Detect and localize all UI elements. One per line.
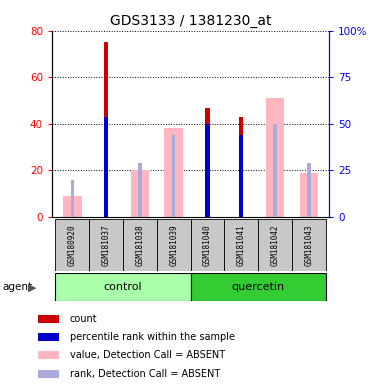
- Bar: [300, 173, 318, 217]
- Bar: [138, 164, 142, 217]
- Text: count: count: [70, 314, 97, 324]
- Bar: [104, 42, 108, 217]
- Bar: [191, 219, 224, 271]
- Text: quercetin: quercetin: [232, 282, 285, 292]
- Bar: [89, 219, 123, 271]
- Text: rank, Detection Call = ABSENT: rank, Detection Call = ABSENT: [70, 369, 220, 379]
- Bar: [63, 196, 82, 217]
- Bar: [239, 117, 243, 217]
- Bar: [258, 219, 292, 271]
- Text: GSM181037: GSM181037: [102, 224, 110, 266]
- Title: GDS3133 / 1381230_at: GDS3133 / 1381230_at: [110, 14, 271, 28]
- Bar: [191, 273, 326, 301]
- Text: GSM181042: GSM181042: [271, 224, 280, 266]
- Text: GSM180920: GSM180920: [68, 224, 77, 266]
- Text: value, Detection Call = ABSENT: value, Detection Call = ABSENT: [70, 350, 225, 360]
- Bar: [70, 180, 74, 217]
- Bar: [273, 124, 277, 217]
- Bar: [206, 108, 209, 217]
- Bar: [239, 136, 243, 217]
- Text: GSM181043: GSM181043: [305, 224, 313, 266]
- Bar: [307, 164, 311, 217]
- Text: GSM181040: GSM181040: [203, 224, 212, 266]
- Bar: [38, 351, 59, 359]
- Bar: [131, 170, 149, 217]
- Text: control: control: [104, 282, 142, 292]
- Bar: [266, 98, 285, 217]
- Bar: [38, 370, 59, 378]
- Bar: [38, 315, 59, 323]
- Bar: [206, 124, 209, 217]
- Text: GSM181038: GSM181038: [136, 224, 144, 266]
- Bar: [164, 129, 183, 217]
- Text: agent: agent: [2, 282, 32, 292]
- Text: GSM181039: GSM181039: [169, 224, 178, 266]
- Text: GSM181041: GSM181041: [237, 224, 246, 266]
- Bar: [157, 219, 191, 271]
- Bar: [224, 219, 258, 271]
- Bar: [55, 273, 191, 301]
- Bar: [55, 219, 89, 271]
- Bar: [123, 219, 157, 271]
- Bar: [104, 117, 108, 217]
- Text: percentile rank within the sample: percentile rank within the sample: [70, 332, 235, 342]
- Text: ▶: ▶: [28, 282, 36, 292]
- Bar: [38, 333, 59, 341]
- Bar: [292, 219, 326, 271]
- Bar: [172, 136, 175, 217]
